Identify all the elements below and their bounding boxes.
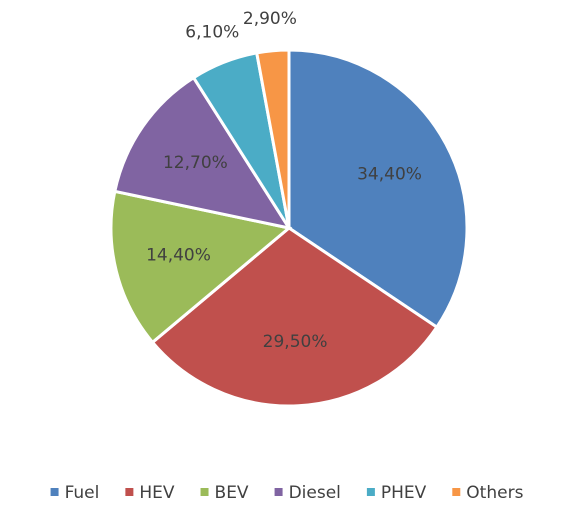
legend-swatch <box>50 488 59 496</box>
legend-swatch <box>366 488 375 496</box>
data-label: 12,70% <box>163 153 228 173</box>
data-label: 6,10% <box>185 23 239 43</box>
pie-slice <box>113 75 293 231</box>
pie-slice <box>150 226 439 408</box>
legend-swatch <box>200 488 209 496</box>
legend-label: PHEV <box>381 483 427 503</box>
legend-label: Others <box>466 483 523 503</box>
data-label: 29,50% <box>263 332 328 352</box>
legend-label: HEV <box>139 483 175 503</box>
data-label: 14,40% <box>146 246 211 266</box>
legend-label: BEV <box>215 483 249 503</box>
data-label: 2,90% <box>243 9 297 29</box>
legend-swatch <box>125 488 134 496</box>
pie-slice <box>254 48 291 229</box>
legend-label: Fuel <box>65 483 100 503</box>
data-label: 34,40% <box>357 164 422 184</box>
legend-swatch <box>274 488 283 496</box>
legend-label: Diesel <box>289 483 341 503</box>
legend-swatch <box>452 488 461 496</box>
pie-slice <box>109 189 293 345</box>
pie-slice <box>287 48 469 330</box>
